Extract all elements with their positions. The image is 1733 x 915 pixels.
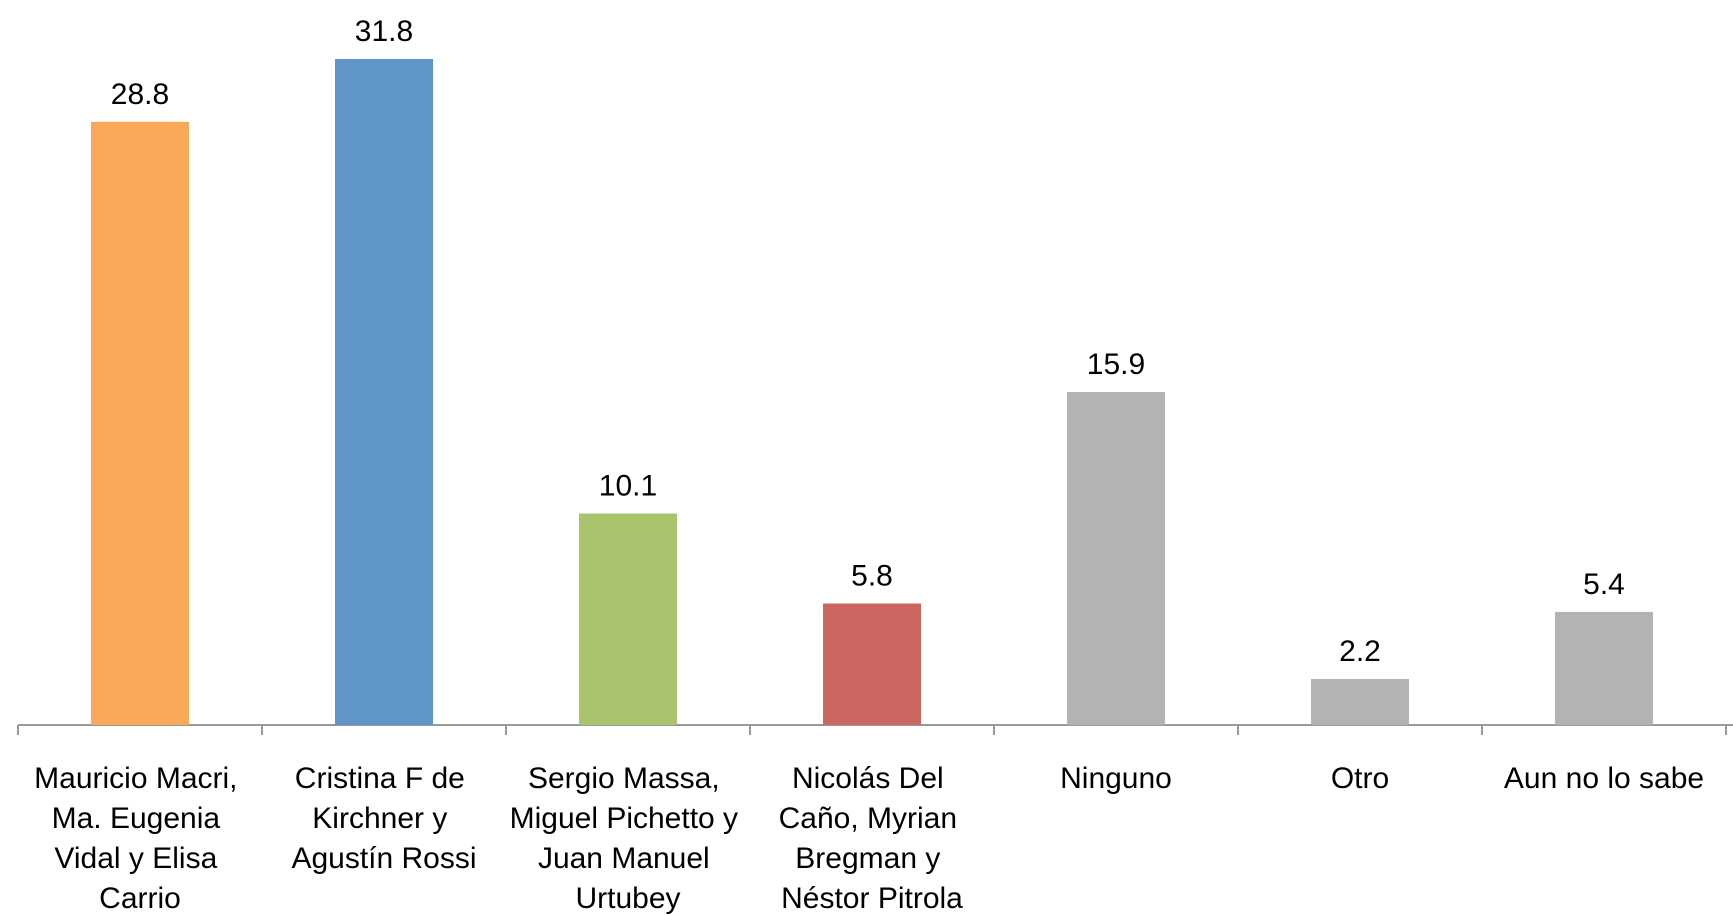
x-tick-label: Nicolás Del Caño, Myrian Bregman y Nésto… (779, 762, 966, 915)
label-line: Ma. Eugenia (52, 802, 229, 835)
label-line: Mauricio Macri, (34, 762, 246, 795)
label-line: Aun no lo sabe (1504, 762, 1704, 795)
data-label: 5.4 (1583, 568, 1625, 601)
label-line: Vidal y Elisa (54, 842, 225, 875)
label-line: Kirchner y (312, 802, 455, 835)
x-tick-label: Cristina F de Kirchner y Agustín Rossi (291, 762, 476, 875)
data-label: 10.1 (599, 469, 657, 502)
label-line: Carrio (99, 882, 181, 915)
data-label: 5.8 (851, 560, 893, 593)
label-line: Cristina F de (295, 762, 473, 795)
label-line: Urtubey (575, 882, 680, 915)
label-line: Bregman y (795, 842, 948, 875)
label-line: Nicolás Del (792, 762, 952, 795)
bar (1067, 392, 1165, 725)
x-tick-label: Mauricio Macri, Ma. Eugenia Vidal y Elis… (34, 762, 246, 915)
bar (1555, 611, 1653, 725)
data-label: 31.8 (355, 15, 413, 48)
bar (823, 603, 921, 725)
label-line: Caño, Myrian (779, 802, 966, 835)
bar (579, 513, 677, 725)
bar (335, 59, 433, 725)
bar (91, 121, 189, 725)
label-line: Agustín Rossi (291, 842, 476, 875)
data-label: 2.2 (1339, 635, 1381, 668)
label-line: Juan Manuel (538, 842, 718, 875)
x-tick-label: Aun no lo sabe (1504, 762, 1704, 795)
data-label: 15.9 (1087, 348, 1145, 381)
x-tick-label: Ninguno (1060, 762, 1172, 795)
label-line: Miguel Pichetto y (510, 802, 747, 835)
data-label: 28.8 (111, 78, 169, 111)
label-line: Otro (1331, 762, 1389, 795)
label-line: Néstor Pitrola (781, 882, 963, 915)
label-line: Sergio Massa, (528, 762, 728, 795)
x-tick-label: Sergio Massa, Miguel Pichetto y Juan Man… (510, 762, 747, 915)
label-line: Ninguno (1060, 762, 1172, 795)
x-tick-label: Otro (1331, 762, 1389, 795)
bar (1311, 678, 1409, 725)
